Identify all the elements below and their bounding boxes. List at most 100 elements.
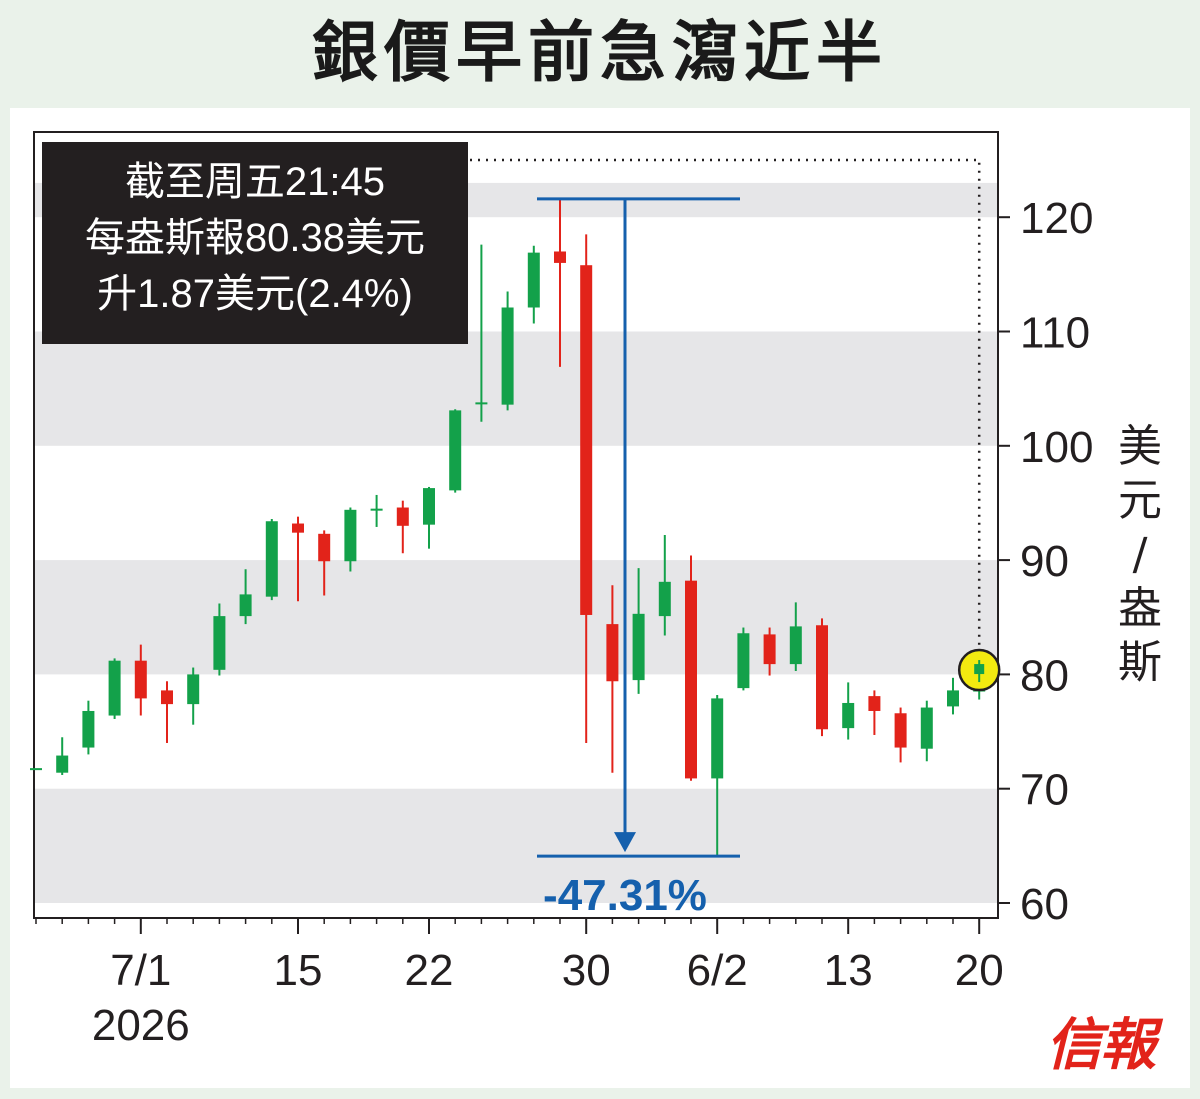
grid-band-100 (34, 331, 998, 446)
x-tick-label: 13 (824, 946, 873, 995)
candle-body (920, 707, 933, 749)
candle (30, 768, 42, 771)
candle-body (213, 616, 226, 670)
candle-body (318, 533, 331, 562)
drop-percent-label: -47.31% (543, 871, 707, 920)
candle-body (265, 521, 278, 597)
chart-title: 銀價早前急瀉近半 (312, 14, 888, 91)
last-price-guide-line (470, 158, 981, 657)
candle (318, 530, 331, 596)
candle (658, 534, 671, 636)
info-line-3: 升1.87美元(2.4%) (97, 272, 413, 316)
candle (161, 681, 173, 743)
candle (632, 568, 645, 694)
candle (554, 198, 566, 367)
x-tick-label: 22 (405, 946, 454, 995)
candle-body (737, 633, 750, 689)
candle-body (134, 660, 147, 699)
y-axis-label: 美元 ∕ 盎斯 (1118, 421, 1162, 688)
y-tick-label: 100 (1020, 423, 1093, 472)
candle-body (580, 265, 593, 615)
x-tick-label: 7/1 (110, 946, 171, 995)
hkej-logo: 信報 (1046, 1012, 1156, 1078)
plot-frame (33, 131, 999, 919)
candle (449, 409, 462, 493)
y-tick-label: 70 (1020, 766, 1069, 815)
candle (344, 507, 357, 572)
candle (213, 603, 226, 676)
candle (737, 627, 750, 691)
candle-body (187, 674, 200, 705)
candle-body (370, 508, 383, 511)
info-line-2: 每盎斯報80.38美元 (84, 216, 426, 260)
info-line-1: 截至周五21:45 (124, 160, 386, 204)
y-tick-label: 110 (1020, 309, 1090, 358)
candle (82, 700, 95, 755)
candle (239, 569, 252, 625)
candle-body (56, 755, 69, 773)
candle (763, 627, 776, 676)
candle (580, 234, 593, 743)
y-tick-label: 60 (1020, 880, 1069, 929)
candle-body (816, 625, 828, 730)
candle-body (763, 634, 776, 665)
candle-body (632, 613, 645, 681)
candle (606, 585, 619, 773)
x-tick-label: 15 (274, 946, 323, 995)
candle (265, 518, 278, 601)
price-info-box: 截至周五21:45 每盎斯報80.38美元 升1.87美元(2.4%) (42, 142, 468, 344)
candle-body (82, 710, 95, 748)
x-tick-label: 30 (562, 946, 611, 995)
candle-body (947, 690, 959, 707)
x-year-label: 2026 (92, 1001, 190, 1050)
drop-arrow-head (614, 832, 636, 853)
candle (423, 486, 435, 549)
candle (501, 291, 514, 411)
grid-band-80 (34, 560, 998, 675)
last-candle-body (974, 664, 985, 675)
candle (789, 602, 802, 671)
candle-body (292, 523, 304, 533)
candle-body (108, 660, 121, 716)
grid-band-60 (34, 788, 998, 903)
candle-body (711, 698, 724, 779)
candle-body (842, 702, 855, 729)
candle-body (501, 307, 514, 405)
candle (475, 244, 488, 422)
candle (108, 658, 121, 719)
candle (527, 245, 540, 324)
x-tick-label: 6/2 (687, 946, 748, 995)
candle-body (527, 252, 540, 308)
candle-body (789, 626, 802, 665)
x-tick-label: 20 (955, 946, 1004, 995)
candle-body (161, 690, 173, 705)
candle-body (894, 713, 907, 748)
y-tick-label: 80 (1020, 651, 1069, 700)
candle (187, 667, 200, 725)
candle (685, 555, 697, 781)
candle (920, 700, 933, 762)
candle (370, 494, 383, 527)
candle-body (344, 509, 357, 562)
candle (868, 690, 881, 735)
candle (894, 707, 907, 763)
y-tick-label: 120 (1020, 194, 1093, 243)
candle-body (554, 251, 566, 263)
candle-body (423, 488, 435, 525)
candle (816, 618, 828, 737)
candle-body (449, 410, 462, 491)
candle-body (868, 696, 881, 711)
candle (292, 516, 304, 602)
candle (396, 500, 409, 554)
candle-body (685, 580, 697, 779)
candle (134, 644, 147, 716)
candle-body (239, 594, 252, 617)
y-tick-label: 90 (1020, 537, 1069, 586)
candle-body (658, 581, 671, 617)
candle-body (396, 507, 409, 526)
candle-body (606, 624, 619, 682)
candle-body (30, 768, 42, 771)
candle (711, 694, 724, 857)
candle (56, 737, 69, 775)
